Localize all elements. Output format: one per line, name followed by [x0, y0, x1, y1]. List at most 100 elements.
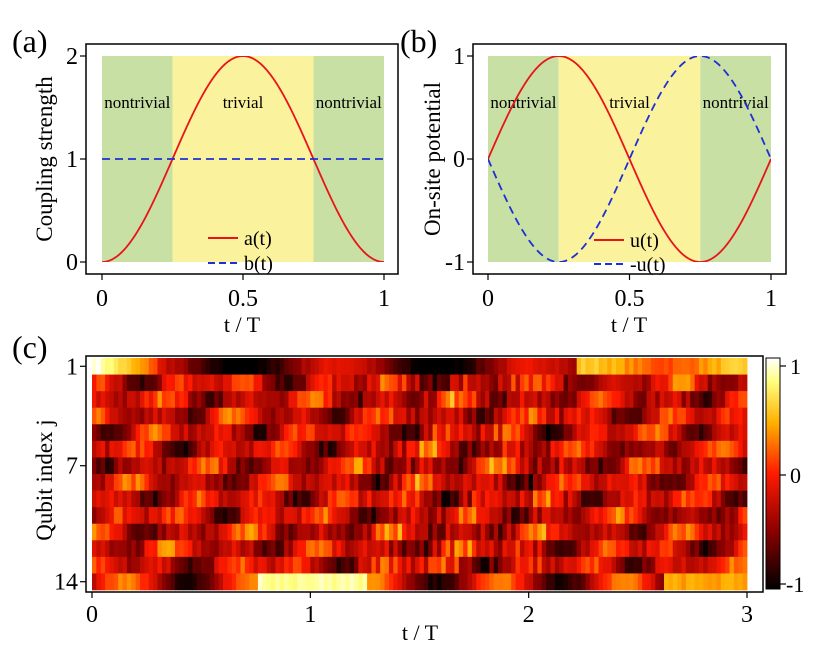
heatmap-cell [340, 358, 346, 375]
heatmap-cell [720, 407, 726, 425]
heatmap-cell [266, 507, 272, 525]
heatmap-cell [550, 440, 556, 458]
heatmap-cell [546, 440, 551, 458]
heatmap-cell [166, 490, 171, 508]
heatmap-cell [681, 474, 687, 491]
heatmap-cell [118, 358, 123, 375]
heatmap-cell [629, 540, 634, 558]
heatmap-cell [646, 358, 652, 375]
heatmap-cell [310, 556, 316, 574]
heatmap-cell [157, 573, 163, 591]
heatmap-cell [192, 407, 198, 425]
heatmap-cell [567, 358, 573, 375]
heatmap-cell [589, 523, 595, 541]
heatmap-cell [463, 556, 468, 574]
heatmap-cell [96, 556, 102, 574]
heatmap-cell [231, 407, 237, 425]
heatmap-cell [463, 440, 468, 458]
heatmap-cell [642, 457, 647, 475]
heatmap-cell [729, 424, 735, 442]
heatmap-cell [498, 507, 503, 525]
heatmap-cell [511, 457, 516, 475]
heatmap-cell [118, 424, 123, 442]
heatmap-cell [174, 424, 180, 442]
heatmap-cell [402, 374, 407, 392]
heatmap-cell [607, 407, 613, 425]
heatmap-cell [192, 556, 198, 574]
heatmap-cell [183, 556, 189, 574]
heatmap-cell [223, 407, 228, 425]
heatmap-cell [126, 556, 132, 574]
heatmap-cell [524, 407, 530, 425]
heatmap-cell [188, 556, 193, 574]
heatmap-cell [336, 573, 342, 591]
heatmap-cell [502, 474, 508, 491]
heatmap-cell [244, 474, 250, 491]
heatmap-cell [345, 391, 351, 409]
heatmap-cell [319, 474, 324, 491]
heatmap-cell [332, 573, 337, 591]
heatmap-cell [349, 573, 355, 591]
heatmap-cell [554, 407, 560, 425]
heatmap-cell [450, 573, 455, 591]
heatmap-cell [528, 490, 534, 508]
heatmap-cell [589, 507, 595, 525]
heatmap-cell [471, 540, 477, 558]
heatmap-cell [541, 474, 547, 491]
heatmap-cell [559, 540, 564, 558]
heatmap-cell [380, 573, 385, 591]
heatmap-cell [485, 474, 490, 491]
heatmap-cell [109, 573, 115, 591]
heatmap-cell [611, 358, 617, 375]
heatmap-cell [113, 407, 119, 425]
heatmap-cell [227, 474, 233, 491]
heatmap-cell [664, 523, 669, 541]
heatmap-cell [188, 523, 193, 541]
heatmap-cell [432, 540, 438, 558]
heatmap-cell [733, 358, 739, 375]
heatmap-cell [196, 540, 202, 558]
heatmap-cell [161, 573, 167, 591]
heatmap-cell [493, 391, 499, 409]
heatmap-cell [616, 474, 621, 491]
heatmap-cell [218, 523, 224, 541]
heatmap-cell [419, 507, 425, 525]
heatmap-cell [170, 474, 176, 491]
heatmap-cell [712, 573, 717, 591]
heatmap-cell [319, 490, 324, 508]
heatmap-cell [650, 374, 656, 392]
heatmap-cell [183, 507, 189, 525]
heatmap-cell [384, 407, 390, 425]
heatmap-cell [677, 424, 682, 442]
heatmap-cell [650, 440, 656, 458]
heatmap-cell [349, 556, 355, 574]
heatmap-cell [209, 440, 215, 458]
heatmap-cell [572, 374, 578, 392]
heatmap-cell [126, 424, 132, 442]
heatmap-cell [397, 474, 403, 491]
heatmap-cell [703, 573, 709, 591]
heatmap-cell [244, 540, 250, 558]
heatmap-cell [249, 440, 254, 458]
ytick-label-1: 1 [66, 147, 78, 173]
heatmap-cell [581, 573, 586, 591]
heatmap-cell [519, 490, 525, 508]
heatmap-cell [428, 358, 433, 375]
heatmap-cell [541, 391, 547, 409]
heatmap-cell [358, 424, 364, 442]
heatmap-cell [297, 540, 302, 558]
heatmap-cell [231, 540, 237, 558]
heatmap-cell [148, 358, 154, 375]
heatmap-cell [533, 424, 538, 442]
heatmap-cell [118, 523, 123, 541]
heatmap-cell [493, 358, 499, 375]
heatmap-cell [166, 573, 171, 591]
heatmap-cell [572, 556, 578, 574]
heatmap-cell [153, 573, 158, 591]
heatmap-cell [402, 424, 407, 442]
heatmap-cell [279, 523, 285, 541]
heatmap-cell [179, 374, 185, 392]
heatmap-cell [153, 424, 158, 442]
heatmap-cell [362, 358, 368, 375]
heatmap-cell [305, 424, 311, 442]
